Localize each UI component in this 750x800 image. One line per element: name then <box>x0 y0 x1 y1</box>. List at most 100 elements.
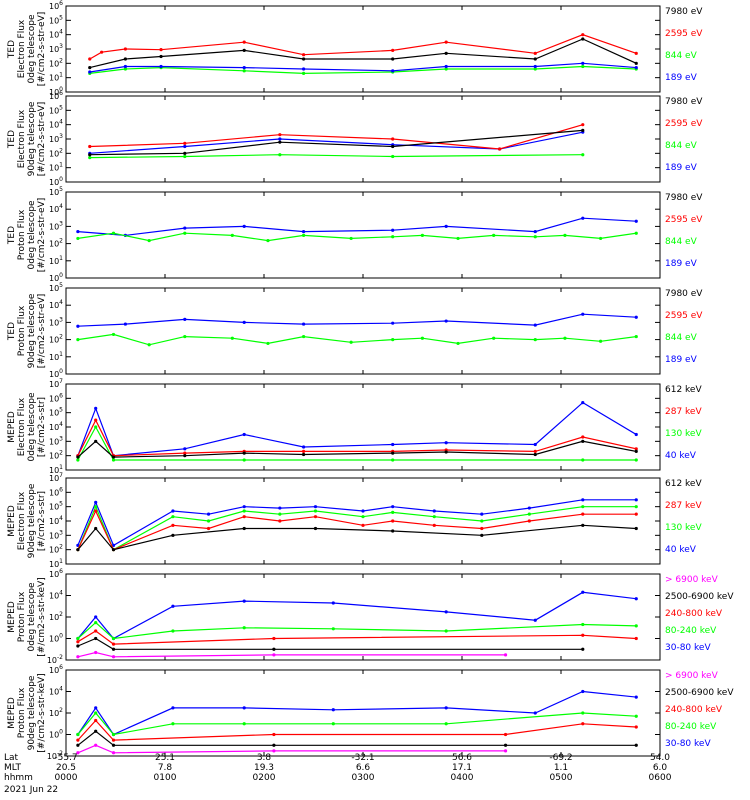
data-point <box>302 229 306 234</box>
tick-label-mlt: 20.5 <box>56 763 76 773</box>
data-point <box>420 336 424 340</box>
data-point <box>94 636 98 641</box>
tick-label-hhmm: 0000 <box>55 773 78 783</box>
data-point <box>349 340 353 344</box>
series-line <box>77 591 637 640</box>
data-point <box>242 66 246 70</box>
data-point <box>444 40 448 44</box>
data-point <box>391 137 395 141</box>
data-point <box>242 40 246 44</box>
legend-entry: 2595 eV <box>665 119 703 129</box>
data-point <box>391 338 395 342</box>
y-axis-label: Proton Flux <box>17 305 27 356</box>
data-point <box>88 153 92 157</box>
data-point <box>533 67 537 71</box>
data-point <box>183 231 187 235</box>
y-tick-label: 105 <box>49 186 63 197</box>
y-tick-label: 102 <box>49 544 63 555</box>
data-point <box>634 725 638 729</box>
data-point <box>242 451 246 455</box>
data-point <box>94 500 98 504</box>
tick-label-hhmm: 0500 <box>550 773 573 783</box>
data-point <box>111 743 116 747</box>
y-tick-label: 105 <box>49 14 63 25</box>
date-label: 2021 Jun 22 <box>4 785 58 795</box>
data-point <box>634 505 638 509</box>
data-point <box>391 57 395 61</box>
y-tick-label: 107 <box>49 378 63 389</box>
data-point <box>391 321 395 325</box>
y-tick-label: 104 <box>49 686 63 697</box>
data-point <box>391 235 395 239</box>
tick-label-lat: 54.0 <box>650 753 670 763</box>
y-tick-label: 103 <box>49 43 63 54</box>
data-point <box>313 509 318 513</box>
data-point <box>278 140 282 144</box>
data-point <box>111 751 116 755</box>
plot-frame <box>65 191 661 279</box>
data-point <box>533 711 537 715</box>
data-point <box>634 624 638 628</box>
data-point <box>76 229 80 234</box>
legend-entry: 30-80 keV <box>665 643 711 653</box>
data-point <box>242 458 246 462</box>
data-point <box>581 153 585 157</box>
data-point <box>183 144 187 149</box>
data-point <box>94 711 98 715</box>
data-point <box>361 509 365 513</box>
data-point <box>242 48 246 52</box>
data-point <box>533 323 537 327</box>
data-point <box>527 512 531 516</box>
data-point <box>171 722 175 726</box>
data-point <box>76 548 80 552</box>
tick-label-mlt: 6.6 <box>356 763 371 773</box>
data-point <box>111 231 116 235</box>
data-point <box>88 144 92 149</box>
data-point <box>581 622 585 627</box>
y-tick-label: 103 <box>49 316 63 327</box>
data-point <box>94 650 98 655</box>
data-point <box>242 69 246 73</box>
y-tick-label: 102 <box>49 57 63 68</box>
tick-label-lat: -55.7 <box>54 753 77 763</box>
y-tick-label: 105 <box>49 104 63 115</box>
legend-entry: 287 keV <box>665 407 702 417</box>
y-tick-label: 103 <box>49 529 63 540</box>
y-axis-label: 0deg telescope <box>27 200 37 270</box>
data-point <box>302 71 306 75</box>
y-axis-label: MEPED <box>7 601 17 633</box>
data-point <box>634 695 638 699</box>
data-point <box>302 67 306 71</box>
data-point <box>111 636 116 641</box>
data-point <box>171 523 175 527</box>
data-point <box>349 236 353 241</box>
data-point <box>581 37 585 41</box>
data-point <box>206 519 211 523</box>
data-point <box>242 224 246 228</box>
data-point <box>159 48 163 52</box>
data-point <box>533 51 537 55</box>
y-tick-label: 107 <box>49 472 63 483</box>
legend-entry: 189 eV <box>665 259 698 269</box>
data-point <box>230 233 234 237</box>
tick-label-mlt: 7.8 <box>158 763 173 773</box>
data-point <box>76 455 80 459</box>
panel-2: 100 101 102 103 104 105 106 TED Electron Flux 90d… <box>7 90 703 187</box>
data-point <box>480 512 484 516</box>
data-point <box>634 636 638 641</box>
data-point <box>634 334 638 339</box>
data-point <box>111 455 116 459</box>
tick-label-mlt: 6.0 <box>653 763 668 773</box>
data-point <box>581 689 585 694</box>
data-point <box>183 317 187 321</box>
y-tick-label: 101 <box>49 162 63 173</box>
data-point <box>111 548 116 552</box>
data-point <box>88 57 92 61</box>
data-point <box>183 141 187 145</box>
data-point <box>391 154 395 159</box>
tick-label-lat: 56.6 <box>452 753 472 763</box>
data-point <box>159 64 163 69</box>
x-row-label: Lat <box>4 753 19 763</box>
panel-4: 100 101 102 103 104 105 TED Proton Flux 90deg te… <box>7 282 703 379</box>
